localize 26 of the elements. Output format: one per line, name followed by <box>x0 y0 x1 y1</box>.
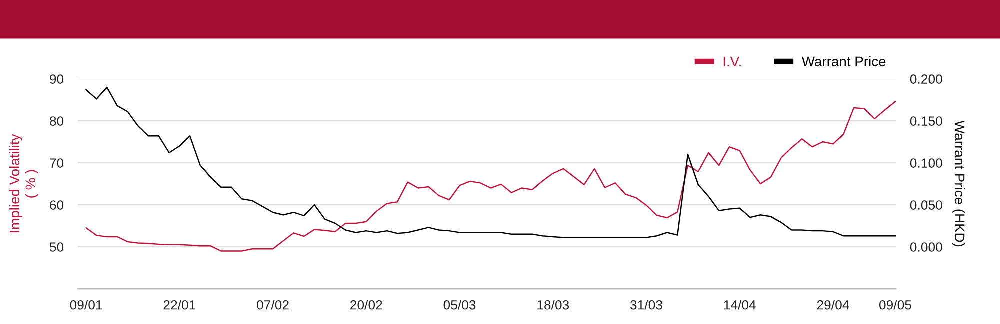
x-tick-label: 07/02 <box>257 300 289 310</box>
line-series <box>86 86 896 238</box>
x-tick-label: 31/03 <box>630 300 662 310</box>
x-tick-label: 18/03 <box>538 300 570 310</box>
x-tick-label: 14/04 <box>724 300 756 310</box>
x-tick-label: 09/05 <box>879 300 912 310</box>
y2-tick-label: 0.050 <box>910 200 942 210</box>
y-tick-label: 50 <box>50 242 64 252</box>
y-tick-label: 70 <box>50 158 64 168</box>
y2-axis-title: Warrant Price (HKD) <box>952 120 966 247</box>
legend-label: I.V. <box>724 56 741 66</box>
x-tick-label: 20/02 <box>350 300 382 310</box>
x-tick-label: 05/03 <box>444 300 476 310</box>
y2-tick-label: 0.200 <box>910 74 942 84</box>
y2-tick-label: 0.000 <box>910 242 942 252</box>
y2-tick-label: 0.100 <box>910 158 942 168</box>
x-tick-label: 29/04 <box>817 300 850 310</box>
y-tick-label: 90 <box>50 74 64 84</box>
x-tick-label: 22/01 <box>164 300 196 310</box>
y-tick-label: 80 <box>50 116 64 126</box>
y-tick-label: 60 <box>50 200 64 210</box>
y2-tick-label: 0.150 <box>910 116 942 126</box>
line-series <box>86 101 896 252</box>
y-axis-title: Implied Volatility ( % ) <box>9 134 38 233</box>
x-tick-label: 09/01 <box>70 300 102 310</box>
legend-label: Warrant Price <box>802 56 886 67</box>
